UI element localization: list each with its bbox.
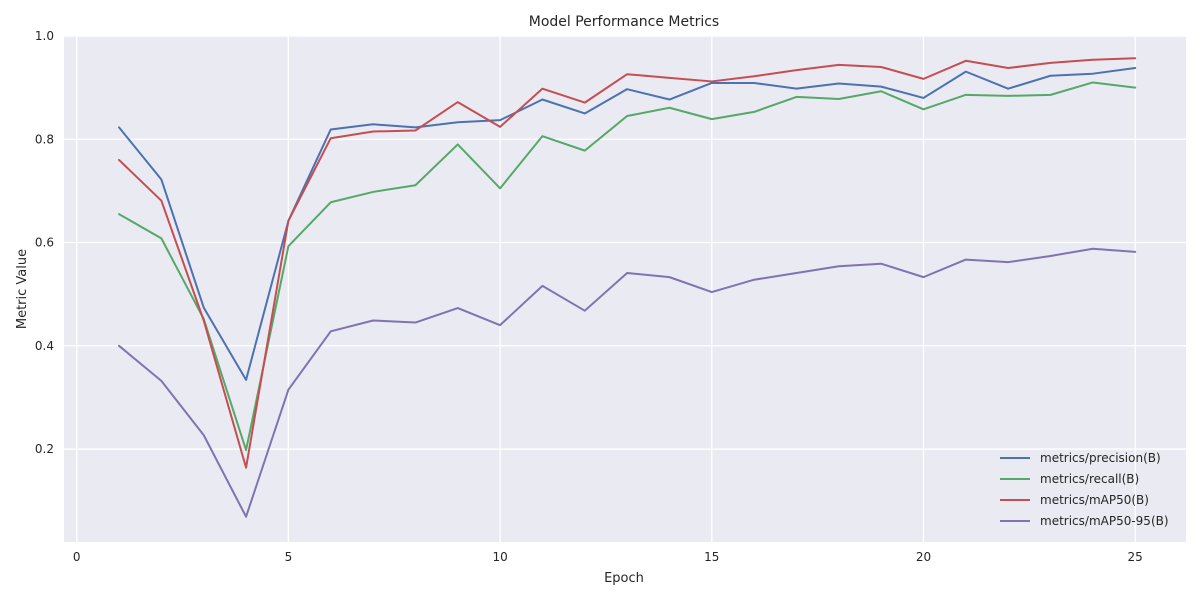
x-tick-label: 10 [492,550,507,564]
legend-label: metrics/precision(B) [1040,451,1161,465]
y-tick-label: 0.2 [35,442,54,456]
legend-label: metrics/mAP50(B) [1040,493,1149,507]
x-tick-label: 5 [285,550,293,564]
y-tick-label: 1.0 [35,29,54,43]
series-line-2 [118,81,1137,452]
y-tick-label: 0.8 [35,132,54,146]
y-tick-label: 0.4 [35,339,54,353]
plot-background [64,36,1186,542]
y-tick-label: 0.6 [35,236,54,250]
legend-label: metrics/recall(B) [1040,472,1139,486]
chart-title: Model Performance Metrics [529,14,719,30]
y-axis-label: Metric Value [15,249,30,329]
series-line-4 [118,247,1137,518]
x-tick-label: 25 [1128,550,1143,564]
series-line-3 [118,57,1137,469]
x-tick-label: 15 [704,550,719,564]
tick-labels: 0 5 10 15 20 25 0.2 0.4 0.6 0.8 1.0 [35,29,1143,564]
x-axis-label: Epoch [604,571,644,586]
legend-label: metrics/mAP50-95(B) [1040,514,1169,528]
series-lines [118,57,1137,518]
x-tick-label: 20 [916,550,931,564]
x-tick-label: 0 [73,550,81,564]
legend: metrics/precision(B) metrics/recall(B) met… [1000,451,1169,528]
